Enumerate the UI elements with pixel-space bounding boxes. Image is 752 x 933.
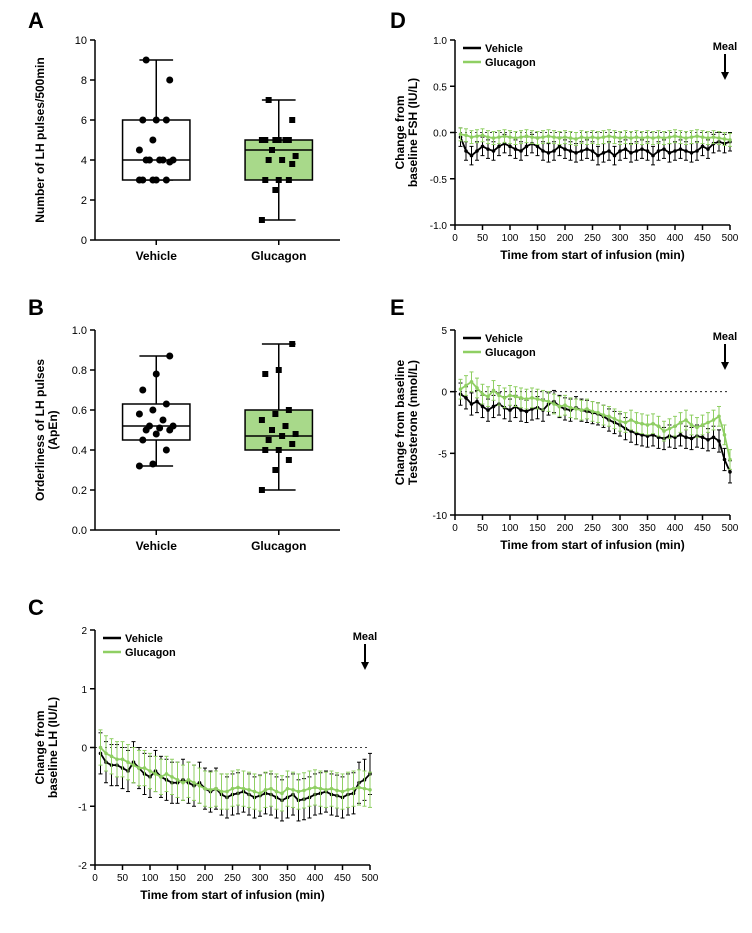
chart-panel-b: 0.0 0.2 0.4 0.6 0.8 1.0 Orderliness of LH puls… bbox=[30, 320, 350, 570]
svg-text:350: 350 bbox=[639, 233, 656, 244]
svg-text:8: 8 bbox=[81, 75, 87, 87]
svg-text:Time from start of infusion (m: Time from start of infusion (min) bbox=[500, 538, 684, 552]
svg-text:-1.0: -1.0 bbox=[430, 221, 448, 232]
svg-text:Vehicle: Vehicle bbox=[125, 633, 163, 645]
svg-text:250: 250 bbox=[584, 523, 601, 534]
svg-text:1: 1 bbox=[81, 685, 87, 696]
svg-text:450: 450 bbox=[694, 523, 711, 534]
chart-panel-c: -2 -1 0 1 2 0 50 100 150 200 250 300 350 400 450 500 Cha… bbox=[30, 620, 380, 920]
svg-text:2: 2 bbox=[81, 626, 87, 637]
svg-text:-2: -2 bbox=[78, 861, 87, 872]
svg-text:(ApEn): (ApEn) bbox=[46, 410, 60, 449]
panel-label-e: E bbox=[390, 295, 405, 321]
svg-text:200: 200 bbox=[557, 233, 574, 244]
svg-text:Orderliness of LH pulses: Orderliness of LH pulses bbox=[33, 359, 47, 501]
svg-text:Glucagon: Glucagon bbox=[485, 347, 536, 359]
svg-text:Glucagon: Glucagon bbox=[125, 647, 176, 659]
svg-text:1.0: 1.0 bbox=[72, 325, 87, 337]
svg-text:350: 350 bbox=[279, 873, 296, 884]
svg-text:400: 400 bbox=[307, 873, 324, 884]
svg-text:1.0: 1.0 bbox=[433, 36, 447, 47]
svg-text:500: 500 bbox=[722, 523, 739, 534]
chart-panel-e: -10-505050100150200250300350400450500Cha… bbox=[390, 320, 740, 570]
svg-text:0.8: 0.8 bbox=[72, 365, 87, 377]
svg-text:100: 100 bbox=[502, 523, 519, 534]
svg-text:-10: -10 bbox=[433, 511, 448, 522]
svg-text:0: 0 bbox=[81, 235, 87, 247]
svg-text:Glucagon: Glucagon bbox=[251, 539, 306, 553]
svg-text:0.4: 0.4 bbox=[72, 445, 87, 457]
svg-text:0: 0 bbox=[452, 523, 458, 534]
svg-text:Change from baseline: Change from baseline bbox=[393, 360, 407, 486]
svg-text:Number of LH pulses/500min: Number of LH pulses/500min bbox=[33, 57, 47, 222]
svg-text:Meal: Meal bbox=[353, 631, 377, 643]
svg-text:500: 500 bbox=[722, 233, 739, 244]
svg-text:Meal: Meal bbox=[713, 331, 737, 343]
svg-text:Vehicle: Vehicle bbox=[136, 249, 178, 263]
svg-text:0: 0 bbox=[92, 873, 98, 884]
svg-text:0.0: 0.0 bbox=[72, 525, 87, 537]
svg-text:Vehicle: Vehicle bbox=[136, 539, 178, 553]
svg-text:400: 400 bbox=[667, 523, 684, 534]
svg-text:150: 150 bbox=[529, 523, 546, 534]
svg-text:250: 250 bbox=[584, 233, 601, 244]
svg-text:150: 150 bbox=[529, 233, 546, 244]
panel-label-b: B bbox=[28, 295, 44, 321]
svg-text:10: 10 bbox=[75, 35, 87, 47]
svg-text:6: 6 bbox=[81, 115, 87, 127]
svg-text:500: 500 bbox=[362, 873, 379, 884]
svg-text:Time from start of infusion (m: Time from start of infusion (min) bbox=[140, 888, 324, 902]
svg-text:50: 50 bbox=[477, 233, 489, 244]
svg-text:Vehicle: Vehicle bbox=[485, 333, 523, 345]
svg-text:100: 100 bbox=[142, 873, 159, 884]
chart-panel-d: -1.0 -0.5 0.0 0.5 1.0 0 50 100 150 200 250 300 350 40… bbox=[390, 30, 740, 280]
svg-text:0.0: 0.0 bbox=[433, 129, 447, 140]
svg-text:300: 300 bbox=[612, 233, 629, 244]
chart-panel-a: 0 2 4 6 8 10 Number of LH pulses/500min Vehicle… bbox=[30, 30, 350, 280]
svg-text:Change from: Change from bbox=[393, 95, 407, 169]
svg-text:Vehicle: Vehicle bbox=[485, 43, 523, 55]
svg-text:0.5: 0.5 bbox=[433, 82, 447, 93]
svg-text:150: 150 bbox=[169, 873, 186, 884]
panel-label-c: C bbox=[28, 595, 44, 621]
svg-text:450: 450 bbox=[694, 233, 711, 244]
svg-text:50: 50 bbox=[117, 873, 129, 884]
svg-text:2: 2 bbox=[81, 195, 87, 207]
svg-text:0: 0 bbox=[441, 388, 447, 399]
svg-text:Meal: Meal bbox=[713, 41, 737, 53]
svg-text:Time from start of infusion (m: Time from start of infusion (min) bbox=[500, 248, 684, 262]
svg-text:250: 250 bbox=[224, 873, 241, 884]
svg-text:Glucagon: Glucagon bbox=[485, 57, 536, 69]
svg-text:0: 0 bbox=[81, 744, 87, 755]
svg-text:0: 0 bbox=[452, 233, 458, 244]
svg-text:0.2: 0.2 bbox=[72, 485, 87, 497]
svg-text:450: 450 bbox=[334, 873, 351, 884]
svg-text:100: 100 bbox=[502, 233, 519, 244]
svg-text:Testosterone (nmol/L): Testosterone (nmol/L) bbox=[406, 360, 420, 485]
svg-text:300: 300 bbox=[252, 873, 269, 884]
svg-text:300: 300 bbox=[612, 523, 629, 534]
svg-text:0.6: 0.6 bbox=[72, 405, 87, 417]
svg-text:200: 200 bbox=[197, 873, 214, 884]
svg-text:50: 50 bbox=[477, 523, 489, 534]
svg-text:200: 200 bbox=[557, 523, 574, 534]
svg-text:-1: -1 bbox=[78, 802, 87, 813]
svg-text:Change from: Change from bbox=[33, 710, 47, 784]
svg-text:4: 4 bbox=[81, 155, 87, 167]
svg-text:baseline FSH (IU/L): baseline FSH (IU/L) bbox=[406, 78, 420, 187]
svg-text:400: 400 bbox=[667, 233, 684, 244]
svg-text:350: 350 bbox=[639, 523, 656, 534]
svg-text:baseline LH (IU/L): baseline LH (IU/L) bbox=[46, 697, 60, 798]
svg-text:-5: -5 bbox=[438, 449, 447, 460]
svg-text:-0.5: -0.5 bbox=[430, 175, 448, 186]
svg-text:5: 5 bbox=[441, 326, 447, 337]
svg-text:Glucagon: Glucagon bbox=[251, 249, 306, 263]
